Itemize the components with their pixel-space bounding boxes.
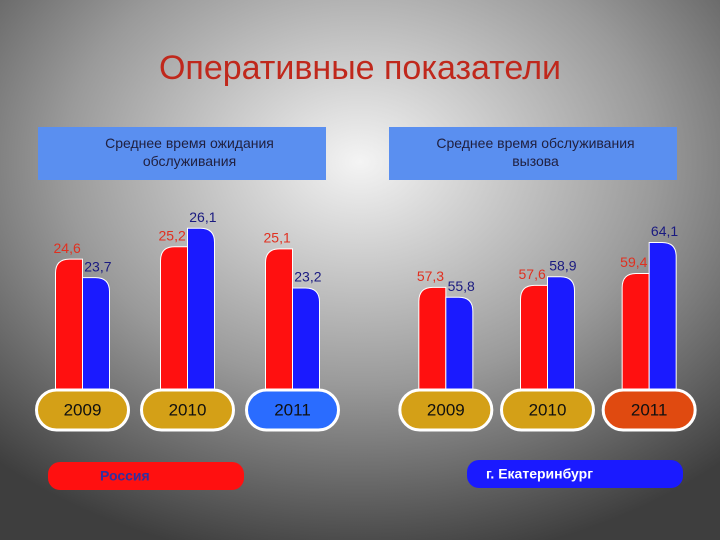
bar [265, 248, 293, 396]
bar [621, 272, 650, 396]
value-label: 25,2 [159, 227, 186, 243]
value-label: 64,1 [651, 223, 678, 239]
year-pill [601, 388, 697, 432]
year-pill [500, 388, 595, 432]
year-pill [35, 388, 130, 432]
value-label: 23,7 [84, 258, 111, 274]
legend-swatch [467, 460, 683, 488]
bar [82, 277, 110, 396]
x-tick-label: 2011 [274, 400, 311, 419]
x-tick-label: 2011 [631, 400, 668, 419]
value-label: 58,9 [549, 257, 576, 273]
bar [547, 276, 575, 396]
bar [445, 296, 474, 396]
bar [418, 286, 447, 396]
bar [187, 227, 215, 396]
bar [160, 246, 188, 396]
legend-label: г. Екатеринбург [486, 466, 593, 482]
x-tick-label: 2010 [169, 400, 207, 419]
chart-title: Среднее время обслуживания вызова [436, 135, 634, 169]
chart-title: Среднее время ожидания обслуживания [105, 135, 274, 169]
value-label: 59,4 [620, 254, 647, 270]
value-label: 57,3 [417, 268, 444, 284]
value-label: 23,2 [294, 269, 321, 285]
value-label: 55,8 [448, 278, 475, 294]
x-tick-label: 2010 [529, 400, 567, 419]
slide-title: Оперативные показатели [159, 49, 561, 87]
bar [292, 287, 320, 396]
value-label: 26,1 [189, 209, 216, 225]
legend-label: Россия [100, 468, 150, 484]
year-pill [245, 388, 340, 432]
bar [648, 241, 677, 396]
value-label: 25,1 [264, 230, 291, 246]
legend-swatch [48, 462, 244, 490]
value-label: 57,6 [519, 266, 546, 282]
bar [55, 258, 83, 396]
chart-title-box [38, 127, 326, 180]
x-tick-label: 2009 [427, 400, 465, 419]
year-pill [140, 388, 235, 432]
x-tick-label: 2009 [64, 400, 102, 419]
bar [520, 284, 548, 396]
value-label: 24,6 [54, 240, 81, 256]
year-pill [398, 388, 494, 432]
chart-title-box [389, 127, 677, 180]
